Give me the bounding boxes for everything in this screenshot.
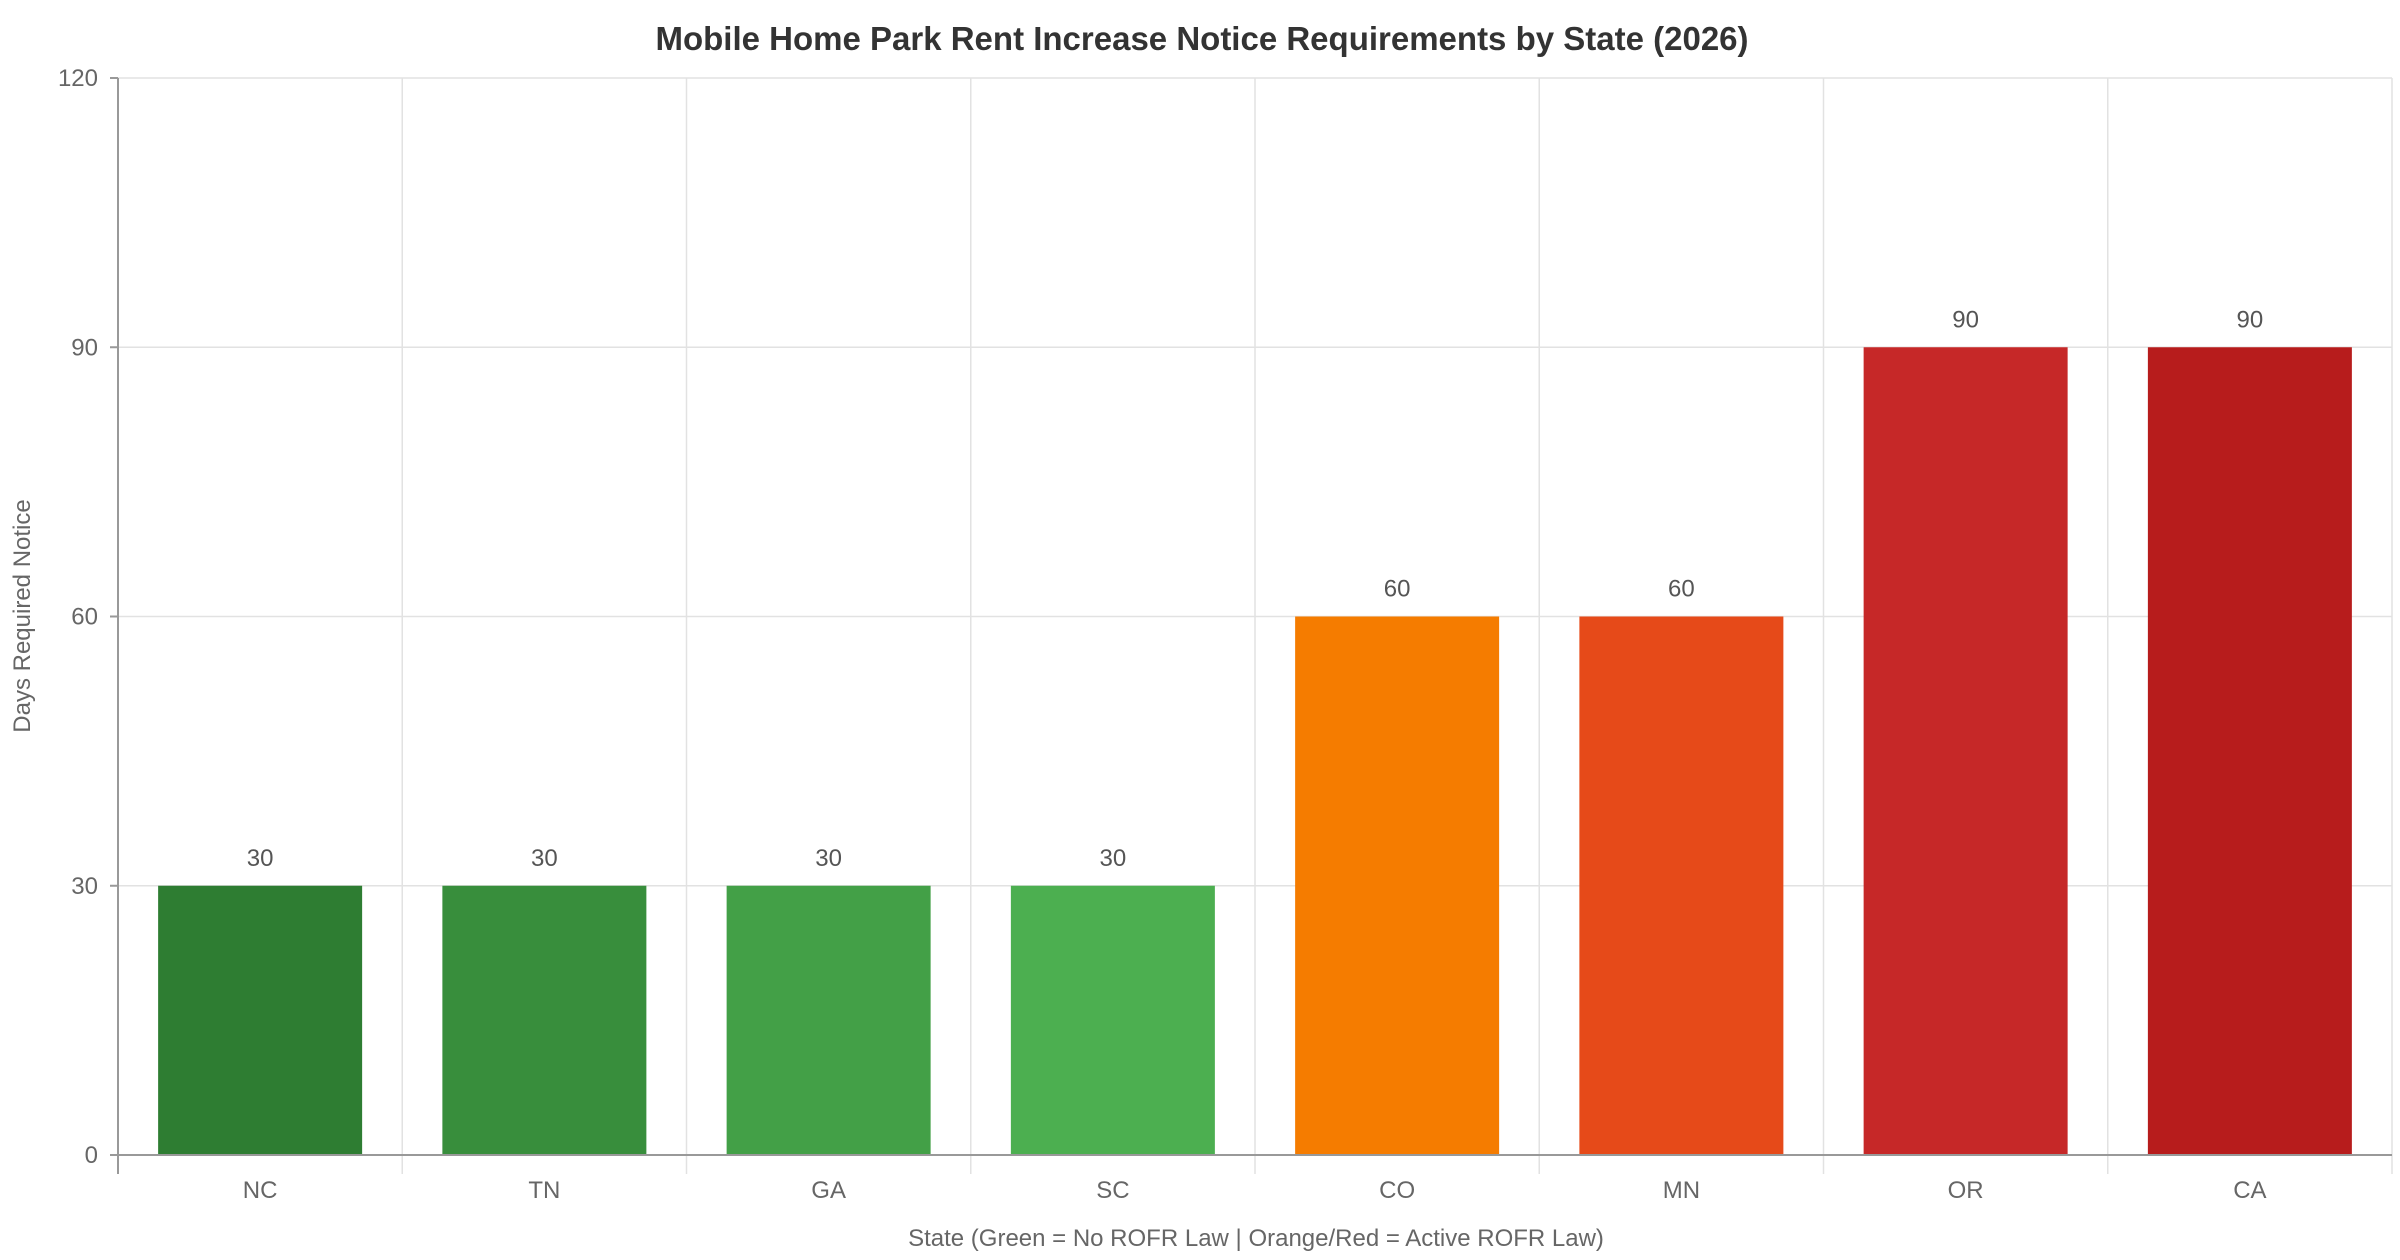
data-label-sc: 30 [1100, 845, 1127, 872]
data-label-or: 90 [1952, 306, 1979, 333]
x-tick-label-co: CO [1379, 1177, 1415, 1204]
bar-ga [726, 885, 931, 1155]
bar-ca [2147, 347, 2352, 1155]
x-tick-label-nc: NC [243, 1177, 278, 1204]
bar-nc [158, 885, 363, 1155]
x-axis-label: State (Green = No ROFR Law | Orange/Red … [908, 1225, 1604, 1252]
x-tick-label-ca: CA [2233, 1177, 2266, 1204]
y-tick-label: 60 [71, 604, 98, 631]
y-tick-label: 0 [85, 1142, 98, 1169]
data-label-mn: 60 [1668, 576, 1695, 603]
x-tick-label-ga: GA [811, 1177, 846, 1204]
data-label-ca: 90 [2237, 306, 2264, 333]
data-label-nc: 30 [247, 845, 274, 872]
bar-or [1863, 347, 2068, 1155]
bar-tn [442, 885, 647, 1155]
y-axis-label: Days Required Notice [9, 499, 36, 732]
x-tick-label-sc: SC [1096, 1177, 1129, 1204]
axis-layer: 0 30 60 90 120 NC TN GA SC CO MN OR CA [58, 65, 2392, 1204]
bar-co [1295, 616, 1500, 1155]
bar-layer: 30 30 30 30 60 60 90 90 [158, 306, 2352, 1155]
x-tick-label-or: OR [1948, 1177, 1984, 1204]
chart-title: Mobile Home Park Rent Increase Notice Re… [655, 20, 1748, 57]
bar-mn [1579, 616, 1784, 1155]
bar-sc [1010, 885, 1215, 1155]
y-tick-label: 120 [58, 65, 98, 92]
y-tick-label: 30 [71, 873, 98, 900]
data-label-tn: 30 [531, 845, 558, 872]
x-tick-label-mn: MN [1663, 1177, 1700, 1204]
data-label-ga: 30 [815, 845, 842, 872]
y-tick-label: 90 [71, 334, 98, 361]
data-label-co: 60 [1384, 576, 1411, 603]
grid-layer [118, 77, 2393, 1174]
x-tick-label-tn: TN [528, 1177, 560, 1204]
